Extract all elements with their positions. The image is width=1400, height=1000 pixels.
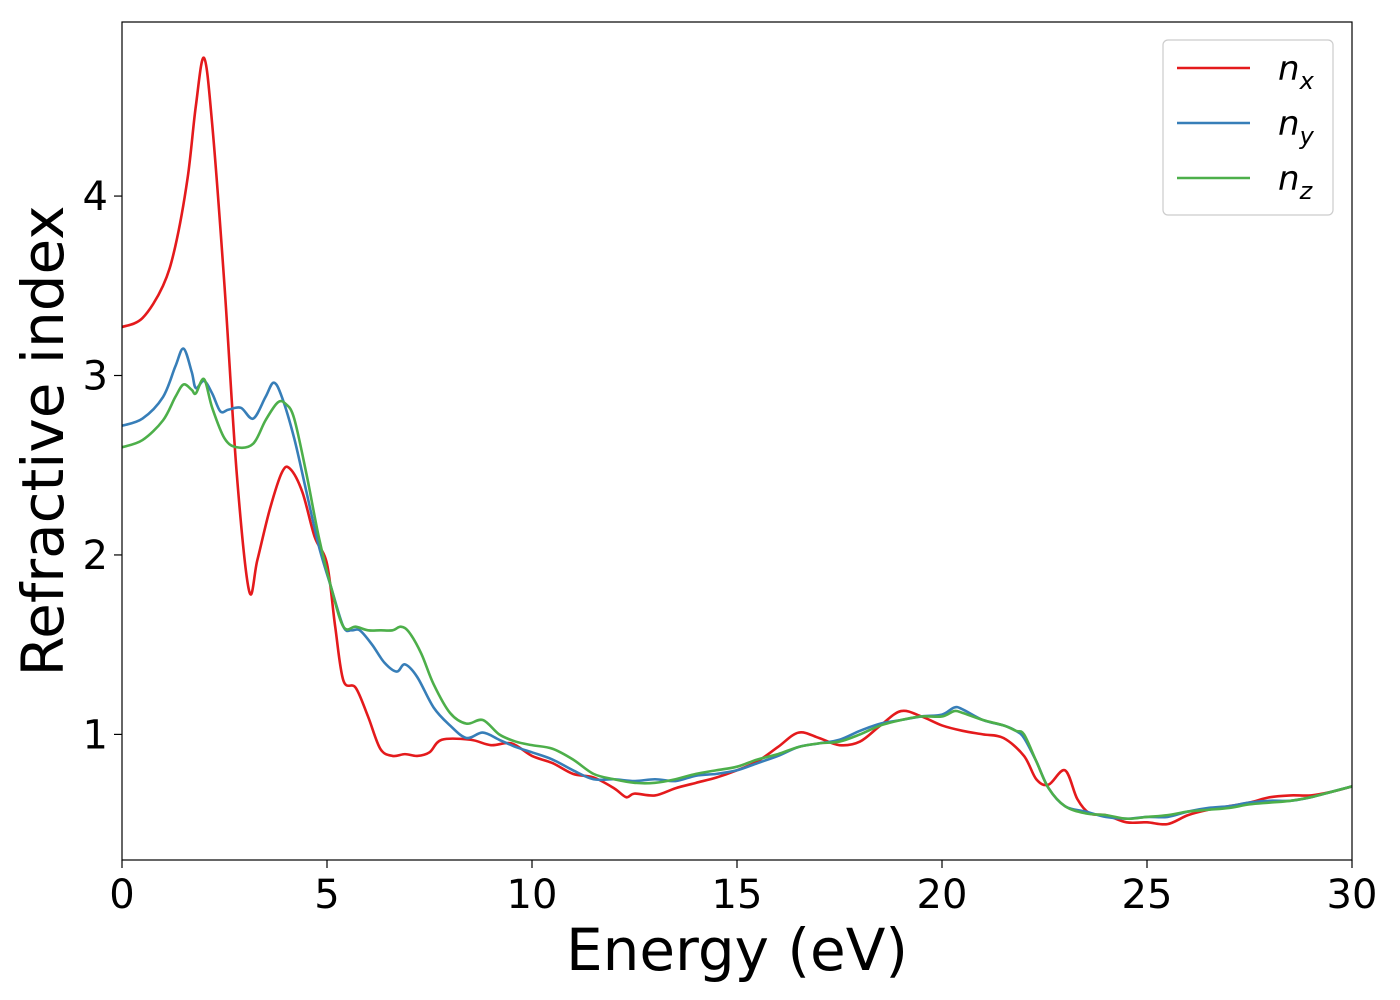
x-tick-label: 15 bbox=[712, 872, 763, 918]
legend-label-z: nz bbox=[1278, 159, 1314, 205]
x-tick-label: 30 bbox=[1327, 872, 1378, 918]
y-axis-title: Refractive index bbox=[9, 205, 77, 676]
series-line-n-z bbox=[122, 377, 1352, 821]
series-line-n-y bbox=[122, 347, 1352, 821]
legend-items: nx ny nz bbox=[1177, 49, 1315, 205]
legend-frame bbox=[1162, 39, 1334, 216]
legend-label-x: nx bbox=[1278, 49, 1315, 95]
x-axis-ticks: 0 5 10 15 20 25 30 bbox=[109, 860, 1377, 918]
series-layer bbox=[122, 56, 1352, 826]
y-tick-label: 1 bbox=[83, 712, 108, 758]
x-tick-label: 5 bbox=[314, 872, 339, 918]
legend: nx ny nz bbox=[1162, 39, 1334, 216]
y-tick-label: 4 bbox=[83, 174, 108, 220]
x-tick-label: 20 bbox=[917, 872, 968, 918]
y-tick-label: 3 bbox=[83, 354, 108, 400]
x-tick-label: 10 bbox=[507, 872, 558, 918]
x-axis-title: Energy (eV) bbox=[566, 916, 908, 984]
x-tick-label: 25 bbox=[1122, 872, 1173, 918]
y-axis-ticks: 1 2 3 4 bbox=[83, 174, 122, 758]
y-tick-label: 2 bbox=[83, 533, 108, 579]
x-tick-label: 0 bbox=[109, 872, 134, 918]
legend-label-y: ny bbox=[1278, 104, 1315, 150]
